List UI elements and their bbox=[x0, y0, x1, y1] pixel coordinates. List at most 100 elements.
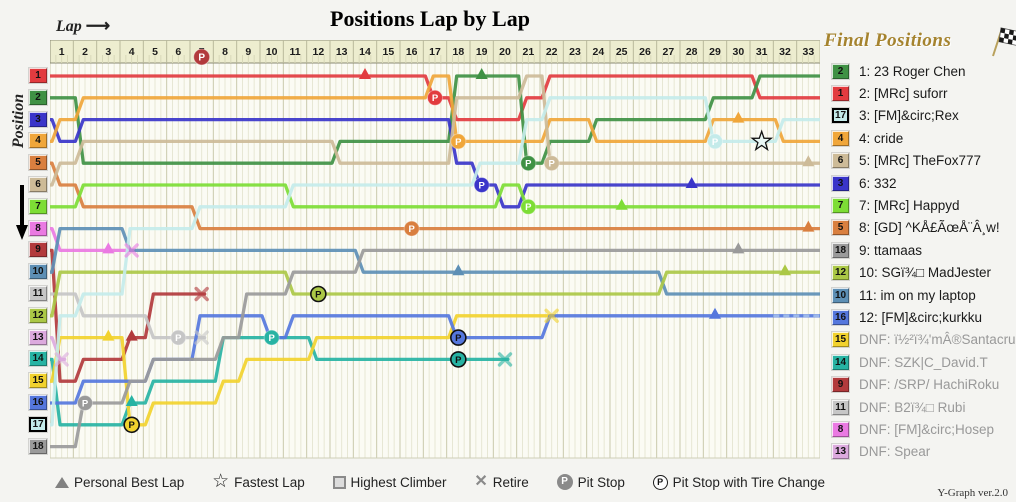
start-position-box-8: 8 bbox=[29, 220, 47, 236]
driver-result-label: DNF: /SRP/ HachiRoku bbox=[859, 377, 1000, 393]
svg-text:P: P bbox=[408, 224, 415, 235]
series-line-lgreen bbox=[48, 183, 822, 209]
lap-tick-label: 14 bbox=[359, 46, 371, 58]
series-line-pink bbox=[48, 226, 137, 253]
position-axis-label: Position bbox=[10, 93, 27, 149]
start-position-box-16: 16 bbox=[29, 395, 47, 410]
lap-tick-label: 2 bbox=[82, 46, 88, 58]
marker-legend: Personal Best Lap ☆ Fastest Lap Highest Cli… bbox=[55, 472, 825, 491]
lap-axis-arrow-icon: ⟶ bbox=[85, 16, 110, 35]
personal-best-marker bbox=[452, 264, 465, 276]
lap-tick-label: 5 bbox=[152, 46, 158, 58]
lap-tick-label: 6 bbox=[175, 46, 181, 58]
pit-stop-tire-change-marker: P bbox=[310, 285, 327, 303]
legend-item-pit: P Pit Stop bbox=[556, 474, 625, 490]
lap-tick-label: 11 bbox=[289, 46, 300, 58]
svg-text:P: P bbox=[128, 420, 135, 431]
lap-tick-label: 15 bbox=[382, 46, 394, 58]
legend-item-square: Highest Climber bbox=[332, 475, 447, 490]
legend-item-pitT: P Pit Stop with Tire Change bbox=[652, 474, 825, 490]
personal-best-marker bbox=[732, 242, 745, 254]
legend-item-pb: Personal Best Lap bbox=[55, 475, 184, 490]
driver-color-box: 11 bbox=[832, 399, 849, 415]
driver-color-box: 12 bbox=[832, 265, 849, 281]
personal-best-marker bbox=[802, 155, 815, 167]
final-position-row: 15 DNF: ï½²ï¾'mÂ®Santacruz bbox=[824, 329, 1016, 351]
driver-result-label: 4: cride bbox=[859, 130, 904, 146]
final-position-row: 12 10: SGï¾□ MadJester bbox=[824, 262, 1014, 284]
final-position-row: 14 DNF: SZK|C_David.T bbox=[824, 351, 1014, 373]
pit-stop-marker: P bbox=[427, 89, 443, 106]
start-position-box-18: 18 bbox=[29, 438, 47, 454]
pit-stop-tire-change-icon: P bbox=[652, 474, 668, 490]
driver-color-box: 4 bbox=[832, 130, 849, 146]
lap-tick-label: 17 bbox=[429, 46, 441, 58]
start-position-box-2: 2 bbox=[29, 89, 47, 105]
final-position-row: 8 DNF: [FM]&circ;Hosep bbox=[824, 418, 1014, 440]
pit-stop-tire-change-marker: P bbox=[450, 351, 467, 368]
driver-result-label: 12: [FM]&circ;kurkku bbox=[859, 309, 983, 325]
personal-best-marker bbox=[732, 111, 745, 123]
lap-tick-label: 8 bbox=[222, 46, 228, 58]
retire-marker bbox=[54, 352, 69, 367]
svg-text:P: P bbox=[268, 333, 275, 344]
pit-stop-marker: P bbox=[77, 395, 93, 411]
driver-result-label: 3: [FM]&circ;Rex bbox=[859, 108, 959, 124]
start-position-box-7: 7 bbox=[29, 198, 47, 214]
lap-tick-label: 1 bbox=[59, 46, 65, 58]
highest-climber-icon bbox=[332, 475, 346, 489]
svg-text:P: P bbox=[455, 137, 462, 148]
pit-stop-icon: P bbox=[556, 474, 573, 490]
legend-item-label: Fastest Lap bbox=[234, 474, 305, 490]
lap-tick-label: 19 bbox=[476, 46, 488, 58]
pit-stop-tire-change-marker: P bbox=[450, 329, 467, 346]
lap-tick-label: 3 bbox=[105, 46, 111, 58]
driver-color-box: 6 bbox=[832, 153, 849, 169]
start-position-box-5: 5 bbox=[29, 155, 47, 171]
final-position-row: 7 7: [MRc] Happyd bbox=[824, 194, 1014, 216]
retire-marker bbox=[124, 243, 139, 258]
driver-color-box: 1 bbox=[832, 86, 849, 102]
final-position-row: 4 4: cride bbox=[824, 127, 1014, 149]
lap-tick-label: 25 bbox=[616, 46, 628, 58]
personal-best-marker bbox=[709, 307, 721, 319]
series-line-dred bbox=[48, 248, 207, 383]
driver-result-label: 5: [MRc] TheFox777 bbox=[859, 153, 982, 169]
lap-tick-label: 16 bbox=[406, 46, 418, 58]
driver-color-box: 16 bbox=[832, 309, 849, 325]
page-title: Positions Lap by Lap bbox=[330, 6, 530, 31]
personal-best-marker bbox=[475, 68, 488, 79]
start-position-box-3: 3 bbox=[29, 111, 47, 127]
retire-marker bbox=[194, 286, 209, 302]
personal-best-marker bbox=[125, 329, 138, 341]
pit-stop-marker: P bbox=[543, 155, 560, 172]
series-line-teal bbox=[48, 335, 510, 427]
start-position-box-9: 9 bbox=[29, 242, 47, 258]
series-line-orange bbox=[48, 74, 822, 144]
final-position-row: 11 DNF: B2ï¾□ Rubi bbox=[824, 396, 1014, 418]
start-position-box-6: 6 bbox=[29, 177, 47, 192]
legend-item-star: ☆ Fastest Lap bbox=[212, 472, 305, 491]
pit-stop-marker: P bbox=[520, 198, 537, 215]
lap-tick-label: 28 bbox=[686, 46, 698, 58]
driver-result-label: 8: [GD] ^KÅ£ÃœÅ¨Â¸w! bbox=[859, 220, 1000, 236]
driver-result-label: 1: 23 Roger Chen bbox=[859, 63, 966, 79]
svg-text:P: P bbox=[525, 159, 532, 170]
driver-color-box: 10 bbox=[832, 287, 849, 303]
lap-axis-label: Lap ⟶ bbox=[56, 16, 110, 36]
final-positions-panel: Final Positions 2 1: 23 Roger Chen 1 2: [MR… bbox=[824, 27, 1016, 463]
lap-chart: 1234567891011121314151617181920212223242… bbox=[48, 39, 822, 464]
start-position-box-14: 14 bbox=[29, 351, 47, 367]
lap-tick-label: 22 bbox=[546, 46, 558, 58]
header-pit-marker: P bbox=[193, 48, 211, 66]
lap-axis-text: Lap bbox=[56, 18, 82, 35]
final-position-row: 9 DNF: /SRP/ HachiRoku bbox=[824, 373, 1014, 395]
svg-text:P: P bbox=[525, 202, 532, 213]
watermark: Y-Graph ver.2.0 bbox=[937, 487, 1008, 499]
pit-stop-marker: P bbox=[263, 329, 280, 346]
driver-result-label: 11: im on my laptop bbox=[859, 287, 976, 303]
final-position-row: 18 9: ttamaas bbox=[824, 239, 1014, 261]
svg-text:P: P bbox=[82, 398, 89, 409]
